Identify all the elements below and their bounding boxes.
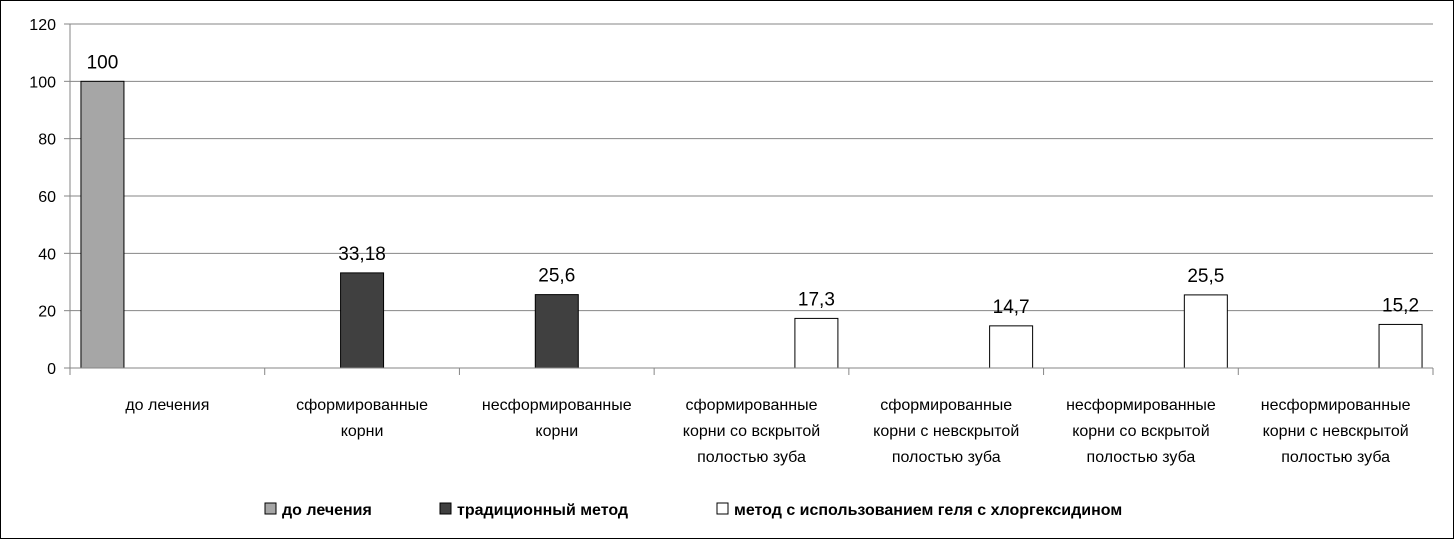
data-label: 17,3 xyxy=(798,289,835,310)
data-label: 25,6 xyxy=(538,266,575,287)
x-category-label: полостью зуба xyxy=(892,449,1001,466)
legend-label: до лечения xyxy=(282,502,372,519)
x-category-label: несформированные xyxy=(1066,397,1216,414)
x-category-label: корни с невскрытой xyxy=(1263,423,1409,440)
bars xyxy=(80,80,1423,369)
x-category-label: корни с невскрытой xyxy=(873,423,1019,440)
legend-label: традиционный метод xyxy=(457,502,628,519)
x-category-label: полостью зуба xyxy=(1281,449,1390,466)
x-category-label: сформированные xyxy=(880,397,1012,414)
axes xyxy=(69,24,1434,375)
x-category-label: сформированные xyxy=(686,397,818,414)
legend-swatch xyxy=(716,502,729,515)
legend-swatch xyxy=(264,502,277,515)
x-category-label: несформированные xyxy=(482,397,632,414)
y-axis-tick-labels: 0 20 40 60 80 100 120 xyxy=(29,17,56,378)
y-tick-label: 20 xyxy=(38,304,56,321)
data-label: 100 xyxy=(87,52,119,73)
y-tick-label: 60 xyxy=(38,189,56,206)
x-category-label: полостью зуба xyxy=(697,449,806,466)
legend: до лечения традиционный метод метод с испо… xyxy=(264,502,1122,519)
bar xyxy=(534,294,579,369)
bar xyxy=(794,317,839,369)
y-tick-label: 100 xyxy=(29,74,56,91)
data-label: 15,2 xyxy=(1382,295,1419,316)
bar xyxy=(340,272,385,369)
gridlines xyxy=(64,23,1433,369)
x-category-label: корни со вскрытой xyxy=(1072,423,1209,440)
legend-label: метод с использованием геля с хлоргексид… xyxy=(734,502,1122,519)
data-label: 14,7 xyxy=(993,297,1030,318)
x-category-label: корни xyxy=(535,423,578,440)
legend-swatch xyxy=(439,502,452,515)
x-category-label: несформированные xyxy=(1261,397,1411,414)
bar xyxy=(1378,323,1423,369)
data-labels: 100 33,18 25,6 17,3 14,7 25,5 15,2 xyxy=(87,52,1419,318)
data-label: 33,18 xyxy=(338,244,386,265)
x-axis-category-labels: до лечения сформированные корни несформиров… xyxy=(125,397,1410,466)
bar xyxy=(80,80,125,369)
x-category-label: до лечения xyxy=(125,397,209,414)
x-category-label: корни xyxy=(341,423,384,440)
y-tick-label: 40 xyxy=(38,246,56,263)
x-category-label: сформированные xyxy=(296,397,428,414)
y-tick-label: 0 xyxy=(47,361,56,378)
bar xyxy=(989,325,1034,369)
y-tick-label: 80 xyxy=(38,132,56,149)
bar xyxy=(1183,294,1228,369)
data-label: 25,5 xyxy=(1187,266,1224,287)
y-tick-label: 120 xyxy=(29,17,56,34)
x-category-label: корни со вскрытой xyxy=(683,423,820,440)
x-category-label: полостью зуба xyxy=(1087,449,1196,466)
